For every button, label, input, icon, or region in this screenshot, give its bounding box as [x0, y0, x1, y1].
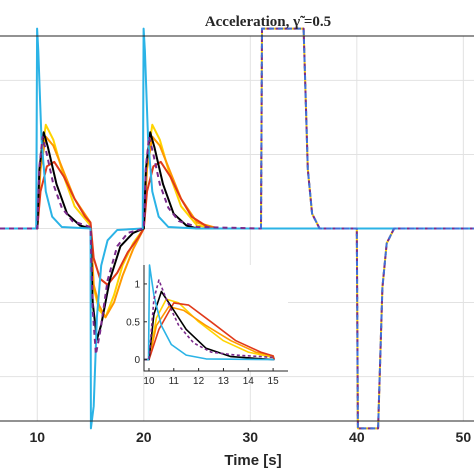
inset-series-line-2 — [144, 302, 276, 361]
x-tick-label-1: 20 — [136, 429, 152, 445]
series-line-6 — [260, 27, 474, 430]
inset-series-line-4 — [144, 264, 275, 361]
inset-series-line-5 — [144, 279, 276, 361]
inset-series-layer — [144, 264, 276, 361]
main-axes-frame — [0, 35, 474, 422]
inset-x-tick-label-0: 10 — [143, 376, 155, 387]
inset-tick-labels: 10 11 12 13 14 15 0 0.5 1 — [126, 279, 279, 387]
chart-title: Acceleration, γ̃ =0.5 — [205, 14, 331, 30]
inset-axes: 10 11 12 13 14 15 0 0.5 1 — [126, 264, 288, 387]
inset-x-tick-label-5: 15 — [268, 376, 280, 387]
main-axes: 10 20 30 40 50 — [0, 27, 474, 445]
x-axis-label: Time [s] — [224, 452, 281, 469]
x-tick-label-0: 10 — [29, 429, 45, 445]
inset-x-tick-label-2: 12 — [193, 376, 205, 387]
x-tick-labels: 10 20 30 40 50 — [29, 429, 471, 445]
x-tick-label-2: 30 — [243, 429, 259, 445]
inset-series-line-0 — [144, 298, 276, 361]
series-line-2 — [0, 160, 474, 286]
inset-y-tick-label-2: 1 — [134, 279, 140, 290]
inset-x-tick-label-1: 11 — [169, 376, 180, 387]
inset-x-tick-label-3: 13 — [218, 376, 230, 387]
series-layer — [0, 27, 474, 430]
inset-y-tick-label-0: 0 — [134, 355, 140, 366]
series-line-3 — [0, 131, 474, 341]
x-tick-label-3: 40 — [349, 429, 365, 445]
series-line-4 — [0, 27, 474, 430]
x-tick-label-4: 50 — [456, 429, 472, 445]
inset-axes-frame — [143, 265, 288, 372]
series-line-1 — [0, 135, 474, 319]
inset-x-tick-label-4: 14 — [243, 376, 255, 387]
inset-y-tick-label-1: 0.5 — [126, 317, 140, 328]
